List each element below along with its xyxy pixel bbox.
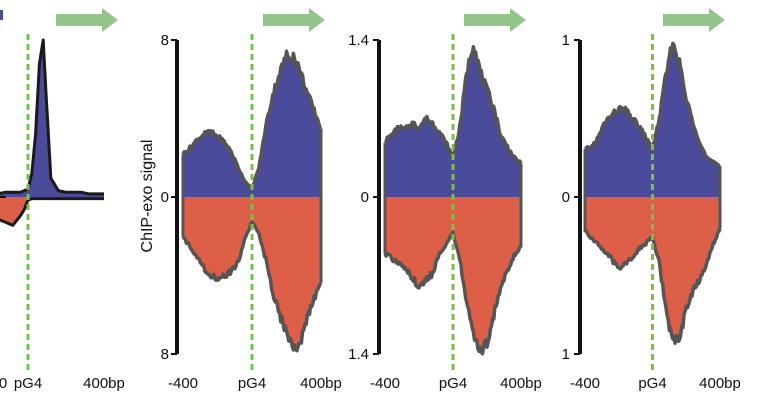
x-tick-label-1: pG4	[14, 375, 42, 392]
x-tick-label-2: 400bp	[699, 375, 741, 392]
negative-strand-area	[183, 197, 321, 351]
x-tick-label-0: -400	[370, 375, 400, 392]
x-tick-label-2: 400bp	[500, 375, 542, 392]
y-tick-top-label: 1	[562, 32, 570, 49]
direction-arrow-icon	[56, 8, 118, 32]
x-tick-label-2: 400bp	[83, 375, 125, 392]
positive-strand-area	[183, 51, 321, 198]
y-tick-top-label: 1.4	[348, 32, 369, 49]
negative-strand-outline	[383, 230, 522, 356]
positive-strand-outline	[584, 41, 721, 168]
direction-arrow-icon	[464, 8, 526, 32]
x-tick-label-2: 400bp	[300, 375, 342, 392]
y-tick-zero-label: 0	[562, 189, 570, 206]
panel-1-label-fragment	[0, 10, 3, 20]
panel-1-partial	[0, 38, 104, 227]
direction-arrow-icon	[663, 8, 725, 32]
x-tick-label-0: -400	[168, 375, 198, 392]
positive-strand-outline	[0, 38, 104, 196]
panel-3	[383, 45, 523, 356]
positive-strand-area	[385, 46, 521, 197]
negative-strand-area	[585, 197, 720, 344]
x-tick-label-0: -400	[570, 375, 600, 392]
y-tick-zero-label: 0	[361, 189, 369, 206]
y-tick-bottom-label: 1	[562, 346, 570, 363]
y-tick-bottom-label: 8	[161, 346, 169, 363]
y-tick-top-label: 8	[161, 32, 169, 49]
y-axis-label: ChIP-exo signal	[139, 140, 156, 253]
y-tick-bottom-label: 1.4	[348, 346, 369, 363]
x-tick-label-0: 0	[0, 375, 7, 392]
x-tick-label-1: pG4	[638, 375, 666, 392]
negative-strand-outline	[0, 197, 104, 227]
negative-strand-area	[385, 197, 521, 354]
direction-arrow-icon	[263, 8, 325, 32]
x-tick-label-1: pG4	[439, 375, 467, 392]
positive-strand-area	[585, 43, 720, 198]
negative-strand-outline	[181, 220, 323, 353]
x-tick-label-1: pG4	[238, 375, 266, 392]
y-tick-zero-label: 0	[161, 189, 169, 206]
